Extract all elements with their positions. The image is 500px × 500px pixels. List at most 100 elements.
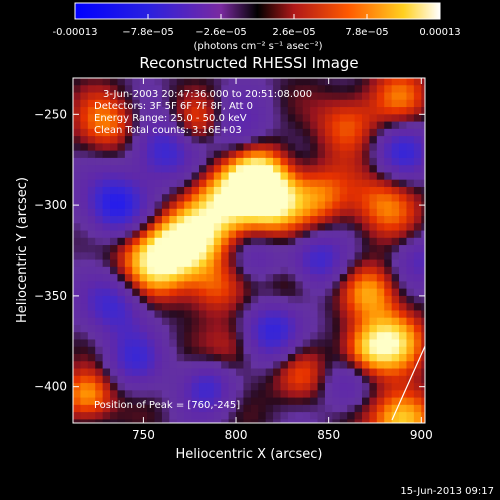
heatmap-cell [354,383,363,391]
heatmap-cell [391,317,400,326]
heatmap-cell [176,281,185,290]
heatmap-cell [347,310,356,319]
heatmap-cell [332,245,341,253]
heatmap-cell [147,201,156,210]
heatmap-cell [80,281,89,290]
heatmap-cell [302,383,311,391]
heatmap-cell [161,201,170,210]
heatmap-cell [384,216,393,224]
heatmap-cell [324,128,333,137]
heatmap-cell [369,274,378,282]
heatmap-cell [406,128,415,137]
heatmap-cell [287,194,296,203]
heatmap-cell [228,259,237,268]
heatmap-cell [73,150,82,159]
heatmap-cell [110,375,119,384]
heatmap-cell [176,324,185,333]
heatmap-cell [302,259,311,268]
heatmap-cell [176,397,185,406]
heatmap-cell [250,397,259,406]
heatmap-cell [384,172,393,181]
heatmap-cell [391,208,400,217]
heatmap-cell [265,375,274,384]
heatmap-cell [250,295,259,304]
heatmap-cell [332,216,341,224]
heatmap-cell [221,368,230,377]
info-line-2: Detectors: 3F 5F 6F 7F 8F, Att 0 [94,101,253,112]
heatmap-cell [302,346,311,355]
heatmap-cell [369,375,378,384]
heatmap-cell [280,208,289,217]
heatmap-cell [161,281,170,290]
heatmap-cell [339,99,348,108]
heatmap-cell [154,259,163,268]
heatmap-cell [184,397,193,406]
heatmap-cell [169,288,178,297]
heatmap-cell [406,107,415,115]
heatmap-cell [332,78,341,86]
heatmap-cell [376,107,385,115]
heatmap-cell [206,310,215,319]
heatmap-cell [147,107,156,115]
heatmap-cell [369,121,378,130]
heatmap-cell [73,404,82,413]
heatmap-cell [95,172,104,181]
heatmap-cell [287,136,296,144]
heatmap-cell [310,324,319,333]
heatmap-cell [362,85,371,94]
heatmap-cell [362,78,371,86]
heatmap-cell [369,339,378,348]
heatmap-cell [228,85,237,94]
heatmap-cell [273,252,282,261]
heatmap-cell [110,172,119,181]
heatmap-cell [102,252,111,261]
heatmap-cell [347,383,356,391]
heatmap-cell [317,317,326,326]
heatmap-cell [132,332,141,341]
heatmap-cell [243,332,252,341]
heatmap-cell [332,288,341,297]
heatmap-cell [124,274,133,282]
heatmap-cell [362,216,371,224]
heatmap-cell [354,332,363,341]
heatmap-cell [250,361,259,370]
heatmap-cell [369,172,378,181]
heatmap-cell [95,397,104,406]
heatmap-cell [95,346,104,355]
heatmap-cell [317,157,326,166]
heatmap-cell [243,281,252,290]
heatmap-cell [376,317,385,326]
heatmap-cell [273,165,282,174]
heatmap-cell [176,92,185,101]
heatmap-cell [317,186,326,195]
heatmap-cell [413,361,422,370]
heatmap-cell [243,194,252,203]
heatmap-cell [169,346,178,355]
heatmap-cell [117,252,126,261]
heatmap-cell [236,295,245,304]
heatmap-cell [243,230,252,239]
heatmap-cell [147,136,156,144]
heatmap-cell [347,354,356,362]
heatmap-cell [376,266,385,275]
heatmap-cell [302,419,311,423]
heatmap-cell [287,288,296,297]
heatmap-cell [376,136,385,144]
heatmap-cell [243,404,252,413]
heatmap-cell [369,412,378,420]
heatmap-cell [198,332,207,341]
heatmap-cell [117,157,126,166]
heatmap-cell [80,390,89,399]
heatmap-cell [184,85,193,94]
heatmap-cell [339,157,348,166]
heatmap-cell [206,288,215,297]
heatmap-cell [236,143,245,152]
heatmap-cell [154,223,163,232]
heatmap-cell [80,252,89,261]
heatmap-cell [376,288,385,297]
heatmap-cell [339,150,348,159]
heatmap-cell [384,266,393,275]
heatmap-cell [369,361,378,370]
heatmap-cell [139,85,148,94]
heatmap-cell [176,375,185,384]
